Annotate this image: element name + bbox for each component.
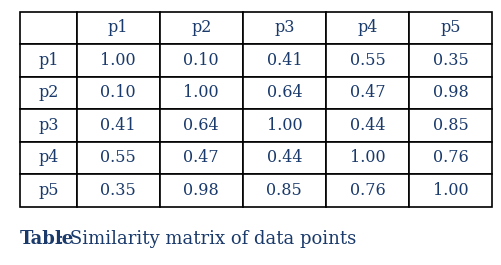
Text: 0.35: 0.35 [432, 52, 467, 69]
Bar [77, 109, 159, 142]
Bar [20, 77, 77, 109]
Text: 0.44: 0.44 [349, 117, 384, 134]
Text: p2: p2 [191, 19, 211, 36]
Text: 0.98: 0.98 [432, 85, 467, 101]
Bar [408, 142, 491, 174]
Bar [159, 44, 242, 77]
Bar [325, 109, 408, 142]
Bar [242, 174, 325, 207]
Bar [408, 174, 491, 207]
Text: p4: p4 [357, 19, 377, 36]
Bar [325, 174, 408, 207]
Text: 1.00: 1.00 [100, 52, 136, 69]
Bar [325, 44, 408, 77]
Text: 1.00: 1.00 [432, 182, 467, 199]
Bar [77, 44, 159, 77]
Text: 0.10: 0.10 [100, 85, 136, 101]
Bar [408, 109, 491, 142]
Text: p3: p3 [274, 19, 294, 36]
Bar [325, 77, 408, 109]
Text: 0.85: 0.85 [266, 182, 302, 199]
Text: p5: p5 [439, 19, 460, 36]
Bar [159, 142, 242, 174]
Bar [159, 12, 242, 44]
Text: 0.55: 0.55 [100, 149, 136, 166]
Text: Table: Table [20, 230, 74, 248]
Bar [325, 12, 408, 44]
Bar [159, 109, 242, 142]
Bar [408, 12, 491, 44]
Text: p1: p1 [108, 19, 128, 36]
Text: 0.41: 0.41 [266, 52, 302, 69]
Bar [242, 77, 325, 109]
Text: 0.76: 0.76 [349, 182, 384, 199]
Text: : Similarity matrix of data points: : Similarity matrix of data points [58, 230, 355, 248]
Bar [408, 44, 491, 77]
Bar [242, 109, 325, 142]
Text: 1.00: 1.00 [266, 117, 302, 134]
Text: p2: p2 [38, 85, 59, 101]
Text: 0.41: 0.41 [100, 117, 136, 134]
Text: 0.47: 0.47 [349, 85, 384, 101]
Bar [242, 12, 325, 44]
Bar [77, 142, 159, 174]
Text: 0.64: 0.64 [266, 85, 302, 101]
Text: 0.55: 0.55 [349, 52, 384, 69]
Text: p3: p3 [38, 117, 59, 134]
Text: 0.47: 0.47 [183, 149, 218, 166]
Bar [77, 12, 159, 44]
Bar [20, 109, 77, 142]
Text: 0.98: 0.98 [183, 182, 219, 199]
Bar [20, 174, 77, 207]
Text: 0.10: 0.10 [183, 52, 218, 69]
Text: 0.35: 0.35 [100, 182, 136, 199]
Bar [325, 142, 408, 174]
Bar [77, 174, 159, 207]
Text: p4: p4 [38, 149, 59, 166]
Text: 0.85: 0.85 [432, 117, 467, 134]
Bar [408, 77, 491, 109]
Bar [159, 174, 242, 207]
Bar [20, 44, 77, 77]
Text: 1.00: 1.00 [183, 85, 218, 101]
Bar [20, 142, 77, 174]
Bar [77, 77, 159, 109]
Text: 1.00: 1.00 [349, 149, 384, 166]
Bar [159, 77, 242, 109]
Text: 0.44: 0.44 [266, 149, 302, 166]
Bar [242, 142, 325, 174]
Text: 0.64: 0.64 [183, 117, 218, 134]
Text: p1: p1 [38, 52, 59, 69]
Bar [242, 44, 325, 77]
Text: p5: p5 [38, 182, 59, 199]
Text: 0.76: 0.76 [432, 149, 467, 166]
Bar [20, 12, 77, 44]
